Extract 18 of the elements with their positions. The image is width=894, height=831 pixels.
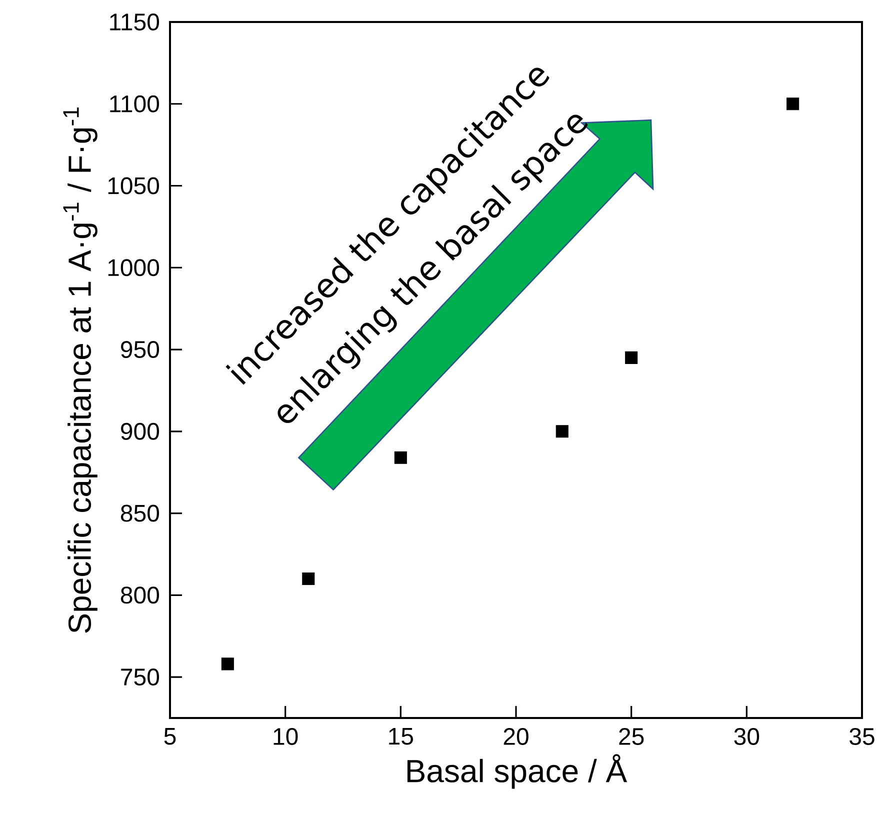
- y-axis-title: Specific capacitance at 1 A·g$^{-1}$ / F·g$^{-1}$: [63, 108, 98, 633]
- x-tick-label: 15: [389, 728, 413, 745]
- y-tick-label: 900: [121, 422, 160, 440]
- x-tick-label: 20: [504, 728, 528, 746]
- x-tick-label: 5: [164, 728, 176, 745]
- x-tick-label: 25: [619, 728, 644, 746]
- y-tick-label: 750: [121, 668, 160, 686]
- y-tick-label: 1150: [110, 13, 160, 30]
- x-axis-title: Basal space / Å: [407, 754, 628, 789]
- x-tick-label: 30: [734, 728, 760, 746]
- x-tick-label: 35: [850, 728, 874, 746]
- y-tick-label: 1000: [108, 259, 160, 276]
- x-tick-label: 10: [274, 728, 298, 746]
- y-tick-label: 800: [120, 586, 160, 604]
- y-tick-label: 1100: [110, 95, 160, 112]
- y-tick-label: 1050: [108, 177, 160, 194]
- y-tick-label: 950: [121, 341, 160, 358]
- y-tick-label: 850: [120, 504, 160, 522]
